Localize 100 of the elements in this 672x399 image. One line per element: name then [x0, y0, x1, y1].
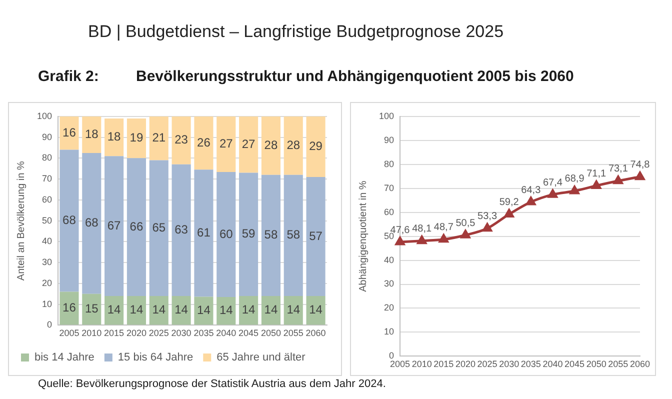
y-tick-label: 60 [384, 206, 394, 217]
data-label: 23 [174, 132, 188, 147]
y-tick-label: 40 [42, 236, 52, 246]
data-label: 66 [130, 219, 144, 234]
bar [284, 116, 303, 175]
x-tick-label: 2020 [126, 328, 146, 338]
x-tick-label: 2040 [216, 328, 236, 338]
y-tick-label: 70 [384, 182, 394, 193]
x-tick-label: 2050 [586, 359, 606, 370]
y-tick-label: 50 [42, 215, 52, 226]
bar [104, 118, 124, 156]
bar [216, 116, 236, 172]
data-label: 14 [152, 302, 166, 317]
data-label: 61 [197, 226, 211, 240]
y-tick-label: 20 [42, 278, 52, 288]
x-tick-label: 2035 [520, 359, 541, 370]
bar [239, 172, 258, 296]
data-label: 64,3 [521, 184, 542, 196]
data-label: 48,7 [434, 222, 454, 234]
y-tick-label: 10 [384, 326, 394, 337]
bar [82, 294, 102, 325]
bar [126, 296, 146, 325]
bar [149, 116, 168, 160]
bar [104, 156, 124, 296]
x-tick-label: 2025 [148, 328, 169, 338]
x-tick-label: 2015 [434, 359, 454, 370]
data-label: 14 [197, 303, 211, 318]
bar [306, 296, 326, 325]
data-label: 14 [174, 302, 188, 317]
bar [216, 297, 236, 325]
data-label: 14 [130, 302, 144, 317]
data-label: 59 [242, 226, 256, 241]
data-label: 14 [242, 302, 256, 317]
data-label: 14 [309, 302, 323, 317]
data-label: 63 [174, 222, 188, 237]
bar [126, 118, 146, 158]
data-label: 19 [130, 130, 144, 145]
data-label: 68 [84, 216, 99, 230]
point [395, 236, 405, 246]
data-label: 14 [286, 302, 300, 317]
bar [306, 176, 326, 296]
y-tick-label: 80 [42, 152, 52, 163]
x-tick-label: 2035 [194, 328, 214, 338]
data-label: 50,5 [456, 218, 476, 229]
x-tick-label: 2005 [59, 328, 80, 338]
data-label: 71,1 [586, 168, 607, 180]
y-tick-label: 60 [42, 194, 52, 204]
x-tick-label: 2045 [564, 359, 585, 370]
point [635, 172, 645, 180]
point [504, 208, 514, 218]
y-tick-label: 30 [384, 278, 394, 289]
x-tick-label: 2010 [412, 359, 432, 370]
legend-label: 15 bis 64 Jahre [118, 352, 194, 364]
bar [149, 296, 168, 325]
source-note: Quelle: Bevölkerungsprognose der Statistik Austria aus dem Jahr 2024. [38, 378, 386, 390]
bar [82, 152, 102, 294]
bar [239, 116, 258, 173]
point [613, 176, 623, 184]
point [526, 196, 536, 206]
bar [149, 160, 168, 296]
point [592, 180, 602, 189]
data-label: 58 [264, 228, 278, 242]
data-label: 18 [107, 130, 122, 144]
y-tick-label: 100 [36, 110, 52, 121]
y-tick-label: 70 [42, 174, 52, 184]
data-label: 67 [107, 218, 122, 232]
data-label: 28 [264, 138, 278, 152]
x-tick-label: 2015 [104, 328, 124, 338]
data-label: 14 [219, 303, 234, 318]
x-tick-label: 2055 [608, 359, 628, 370]
data-label: 14 [264, 302, 278, 317]
y-axis-title: Abhängigenquotient in % [358, 180, 369, 292]
data-label: 68,9 [564, 174, 585, 185]
data-label: 65 [152, 220, 166, 234]
chart-title: Bevölkerungsstruktur und Abhängigenquotient 2005 bis 2060 [136, 68, 574, 85]
data-label: 60 [219, 226, 234, 241]
text: Grafik 2: [38, 68, 100, 85]
bar [216, 172, 236, 298]
data-label: 18 [84, 126, 99, 141]
bar [60, 292, 79, 325]
x-tick-label: 2055 [283, 328, 304, 338]
legend-label: bis 14 Jahre [34, 352, 94, 364]
x-tick-label: 2060 [630, 359, 650, 370]
x-tick-label: 2020 [455, 359, 476, 370]
data-label: 68 [62, 213, 76, 228]
bar [60, 150, 79, 292]
point [548, 189, 558, 198]
data-label: 67,4 [542, 177, 563, 188]
data-label: 57 [309, 228, 323, 243]
point [460, 230, 470, 238]
legend-label: 65 Jahre und älter [216, 352, 306, 364]
data-label: 26 [197, 135, 211, 150]
x-tick-label: 2040 [542, 359, 563, 370]
x-tick-label: 2060 [306, 328, 326, 338]
x-tick-label: 2010 [82, 328, 102, 338]
bar [239, 296, 258, 325]
bar [172, 296, 191, 325]
data-label: 73,1 [608, 164, 628, 175]
y-tick-label: 90 [42, 132, 52, 142]
data-label: 16 [62, 125, 76, 140]
